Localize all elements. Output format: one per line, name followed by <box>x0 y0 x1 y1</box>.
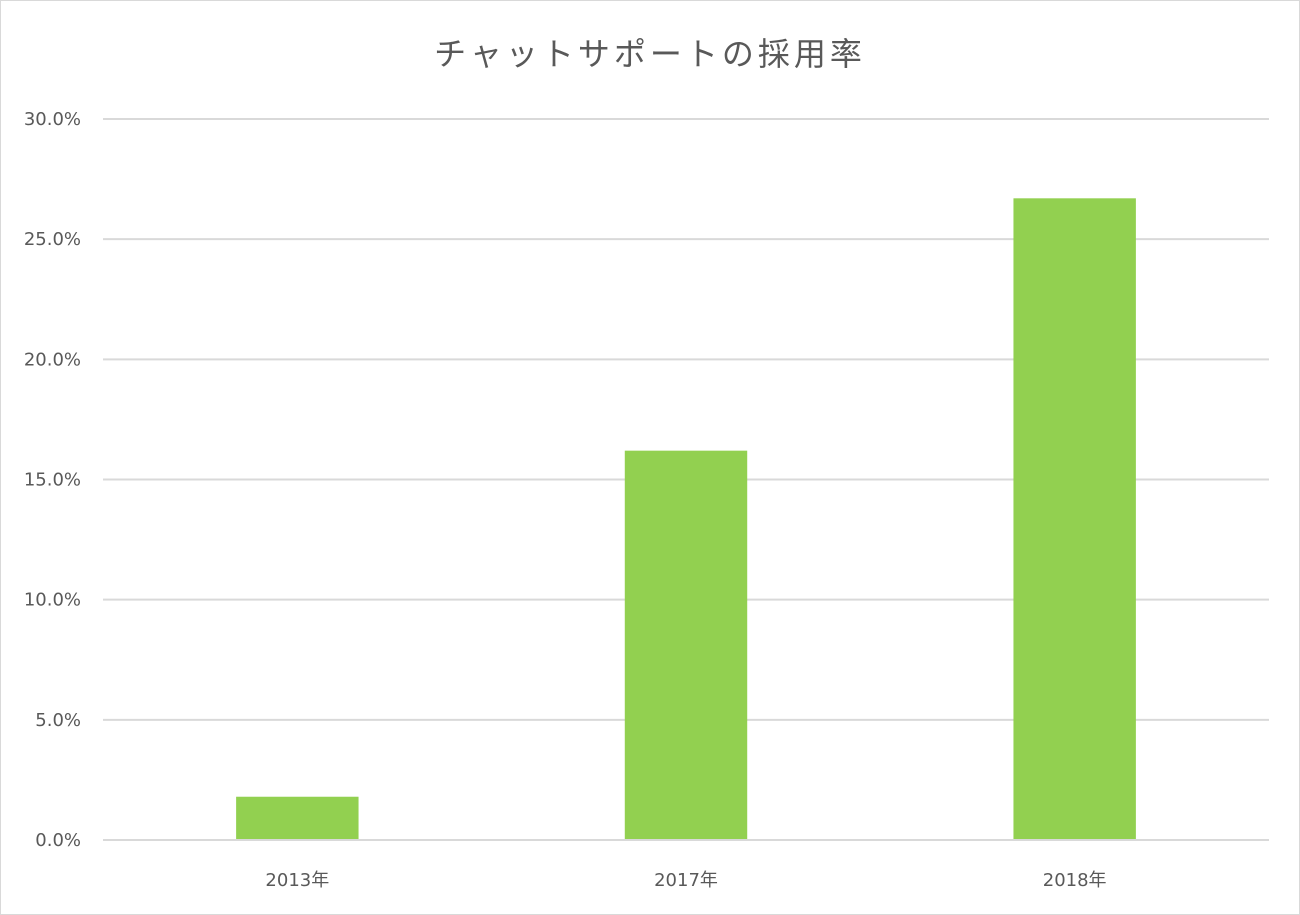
x-tick-label: 2018年 <box>1043 870 1107 891</box>
bar-1 <box>624 450 748 840</box>
y-tick-label: 15.0% <box>24 470 81 491</box>
y-tick-label: 20.0% <box>24 349 81 370</box>
x-tick-label: 2017年 <box>654 870 718 891</box>
chart-title: チャットサポートの採用率 <box>434 35 866 73</box>
bar-2 <box>1013 198 1136 840</box>
bar-0 <box>236 796 359 840</box>
y-tick-label: 0.0% <box>35 830 81 851</box>
y-tick-label: 5.0% <box>35 710 81 731</box>
y-tick-label: 30.0% <box>24 109 81 130</box>
y-tick-label: 25.0% <box>24 229 81 250</box>
x-tick-label: 2013年 <box>265 870 329 891</box>
y-tick-label: 10.0% <box>24 590 81 611</box>
